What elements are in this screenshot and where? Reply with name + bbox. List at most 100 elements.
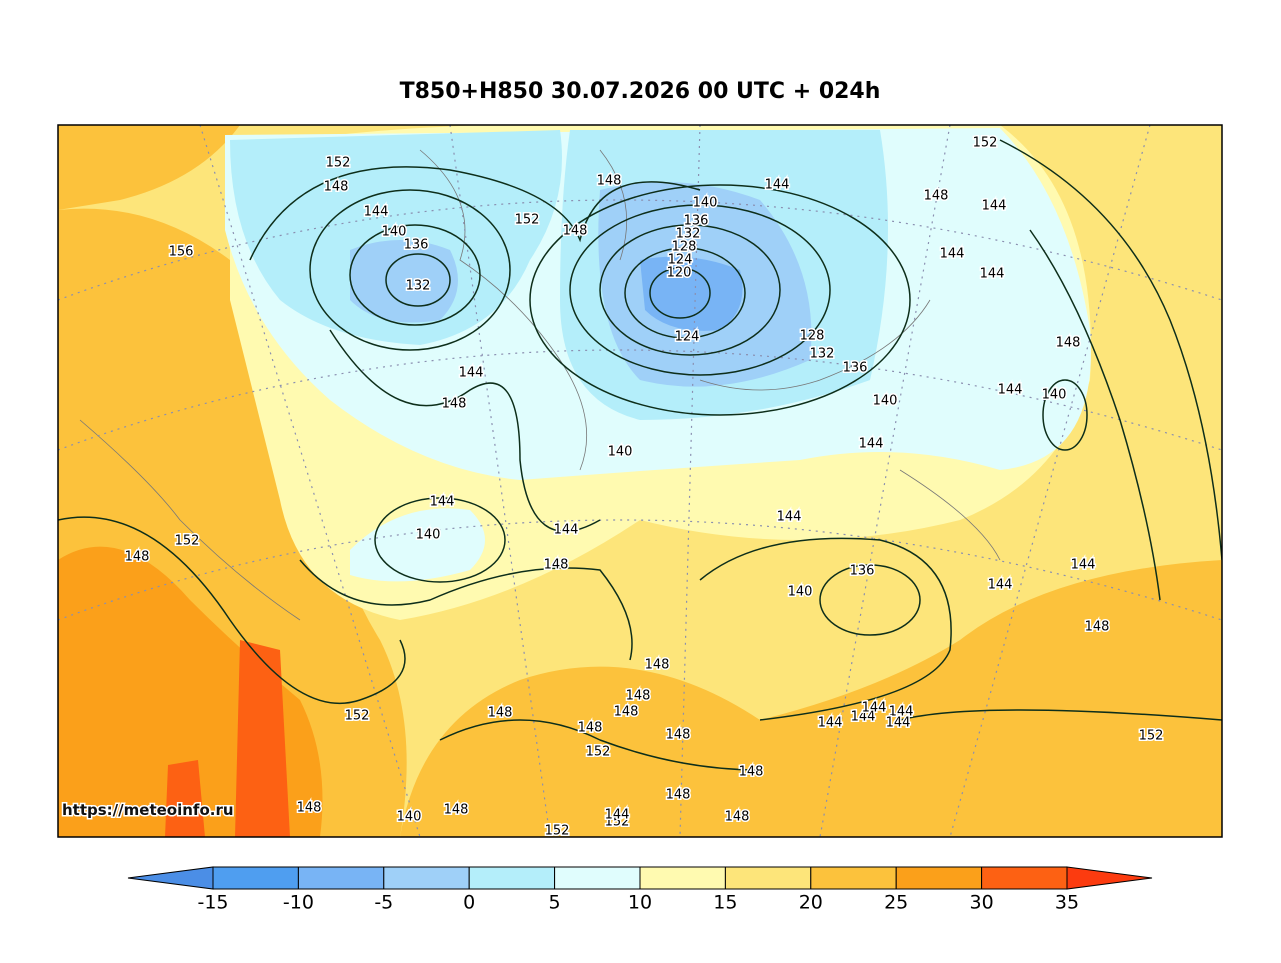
colorbar-tick-label: 35 (1055, 892, 1079, 914)
contour-label: 156 (169, 245, 194, 260)
contour-label: 136 (850, 564, 875, 579)
contour-label: 148 (125, 550, 150, 565)
contour-label: 144 (459, 366, 484, 381)
contour-label: 128 (800, 329, 825, 344)
contour-label: 148 (739, 765, 764, 780)
contour-label: 140 (873, 394, 898, 409)
contour-label: 144 (818, 716, 843, 731)
contour-label: 136 (404, 238, 429, 253)
contour-label: 152 (586, 745, 611, 760)
colorbar-box (297, 866, 385, 890)
contour-label: 152 (515, 213, 540, 228)
title: T850+H850 30.07.2026 00 UTC + 024h (400, 79, 881, 104)
colorbar-box (468, 866, 556, 890)
contour-label: 152 (1139, 729, 1164, 744)
colorbar-tick-label: 10 (628, 892, 652, 914)
watermark: https://meteoinfo.ru (62, 801, 234, 819)
contour-label: 148 (444, 803, 469, 818)
colorbar-tick-label: -15 (197, 892, 228, 914)
contour-label: 152 (345, 709, 370, 724)
contour-label: 152 (326, 156, 351, 171)
colorbar-box (724, 866, 812, 890)
contour-label: 148 (597, 174, 622, 189)
contour-label: 144 (988, 578, 1013, 593)
contour-label: 148 (488, 706, 513, 721)
contour-label: 148 (1085, 620, 1110, 635)
contour-label: 144 (430, 495, 455, 510)
contour-label: 136 (843, 361, 868, 376)
contour-label: 140 (1042, 388, 1067, 403)
colorbar-box (383, 866, 470, 890)
contour-label: 148 (645, 658, 670, 673)
contour-label: 144 (554, 523, 579, 538)
colorbar-tick-label: 0 (463, 892, 475, 914)
graticule (58, 125, 1222, 837)
colorbar-arrow-high (1066, 866, 1153, 890)
coastlines (79, 149, 1001, 621)
contour-label: 144 (859, 437, 884, 452)
contour-label: 132 (406, 279, 431, 294)
contour-label: 148 (666, 728, 691, 743)
contour-label: 144 (605, 808, 630, 823)
colorbar-box (639, 866, 726, 890)
contour-label: 140 (397, 810, 422, 825)
contour-label: 144 (765, 178, 790, 193)
contour-labels: 1521481441401361321561521481481401361321… (123, 134, 1165, 839)
colorbar: -15 -10 -5 0 5 10 15 20 25 30 35 (127, 866, 1153, 914)
contour-label: 152 (973, 136, 998, 151)
contour-label: 120 (667, 266, 692, 281)
colorbar-box (554, 866, 641, 890)
contour-label: 148 (924, 189, 949, 204)
colorbar-tick-label: 15 (713, 892, 737, 914)
colorbar-tick-label: -10 (283, 892, 314, 914)
isohypses (58, 139, 1222, 771)
contour-label: 148 (297, 801, 322, 816)
contour-label: 148 (563, 224, 588, 239)
colorbar-tick-label: 30 (970, 892, 994, 914)
contour-label: 136 (684, 214, 709, 229)
contour-label: 144 (862, 701, 887, 716)
contour-label: 144 (886, 716, 911, 731)
contour-label: 144 (777, 510, 802, 525)
contour-label: 148 (324, 180, 349, 195)
contour-label: 144 (982, 199, 1007, 214)
contour-label: 152 (605, 815, 630, 830)
contour-label: 140 (416, 528, 441, 543)
contour-label: 148 (1056, 336, 1081, 351)
contour-label: 124 (675, 330, 700, 345)
contour-label: 152 (545, 824, 570, 839)
contour-label: 140 (382, 225, 407, 240)
contour-label: 144 (851, 710, 876, 725)
contour-label: 140 (608, 445, 633, 460)
contour-label: 148 (578, 721, 603, 736)
contour-label: 148 (666, 788, 691, 803)
colorbar-box (981, 866, 1068, 890)
contour-label: 148 (544, 558, 569, 573)
contour-label: 132 (810, 347, 835, 362)
contour-label: 132 (676, 227, 701, 242)
colorbar-box (212, 866, 299, 890)
contour-label: 124 (668, 253, 693, 268)
colorbar-tick-label: 20 (799, 892, 823, 914)
contour-label: 148 (442, 397, 467, 412)
contour-label: 144 (364, 205, 389, 220)
colorbar-tick-label: 5 (549, 892, 561, 914)
map-frame (57, 124, 1223, 838)
contour-label: 144 (998, 383, 1023, 398)
contour-label: 140 (693, 196, 718, 211)
colorbar-arrow-low (127, 866, 214, 890)
contour-label: 144 (980, 267, 1005, 282)
contour-label: 128 (672, 240, 697, 255)
contour-label: 144 (1071, 558, 1096, 573)
colorbar-tick-label: -5 (374, 892, 393, 914)
contour-label: 144 (889, 705, 914, 720)
contour-label: 144 (940, 247, 965, 262)
contour-label: 152 (175, 534, 200, 549)
colorbar-tick-label: 25 (884, 892, 908, 914)
contour-label: 148 (725, 810, 750, 825)
contour-label: 148 (614, 705, 639, 720)
colorbar-box (810, 866, 897, 890)
contour-label: 140 (788, 585, 813, 600)
temperature-field: 1521481441401361321561521481481401361321… (58, 125, 1222, 839)
